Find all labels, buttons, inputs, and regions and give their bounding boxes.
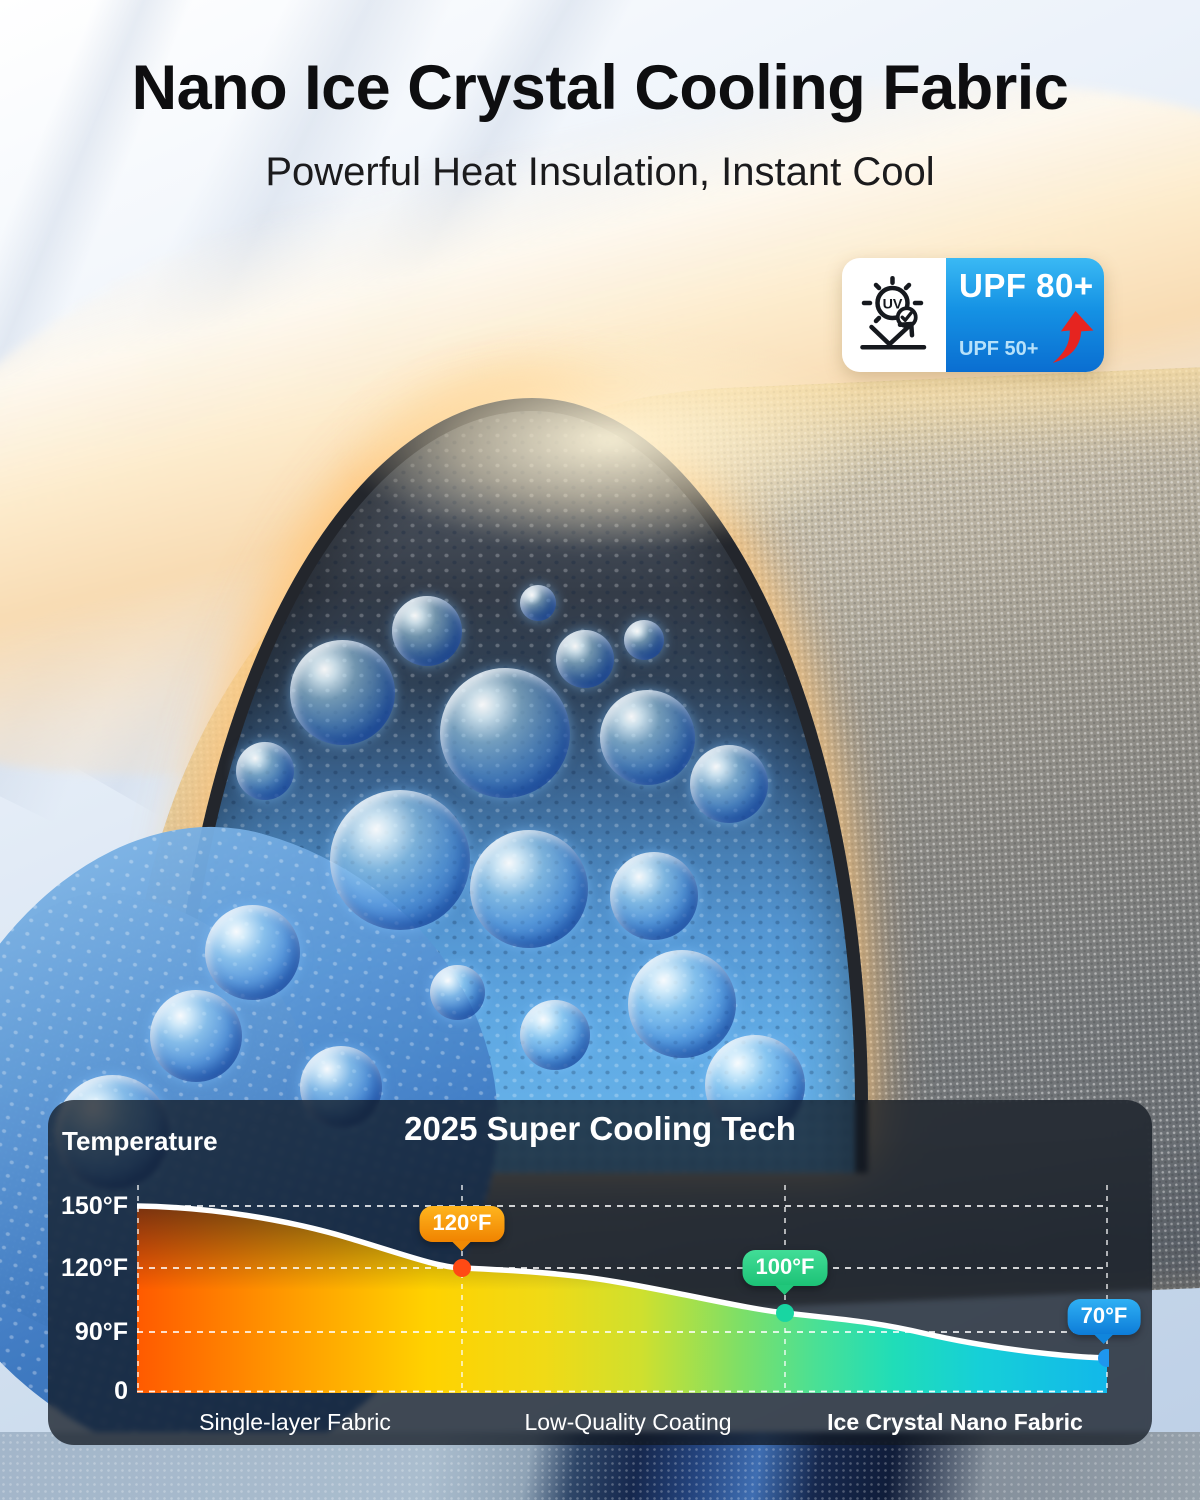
water-bubble <box>205 905 300 1000</box>
water-bubble <box>290 640 395 745</box>
data-point-100f <box>776 1304 794 1322</box>
y-tick-0: 0 <box>114 1377 128 1405</box>
water-bubble <box>430 965 485 1020</box>
data-point-120f <box>453 1259 471 1277</box>
page-title: Nano Ice Crystal Cooling Fabric <box>131 53 1069 123</box>
callout-70f: 70°F <box>1067 1299 1141 1335</box>
page-subtitle: Powerful Heat Insulation, Instant Cool <box>265 150 935 194</box>
water-bubble <box>150 990 242 1082</box>
water-bubble <box>392 596 462 666</box>
upf-secondary-label: UPF 50+ <box>959 338 1039 360</box>
temperature-curve <box>137 1203 1109 1361</box>
uv-protection-icon: UV <box>860 276 927 350</box>
water-bubble <box>236 742 294 800</box>
upf-badge: UV UPF 80+ UPF 50+ <box>842 258 1104 372</box>
upf-main-label: UPF 80+ <box>959 267 1094 304</box>
cooling-chart-panel: 2025 Super Cooling Tech Temperature 150°… <box>48 1100 1152 1445</box>
water-bubble <box>520 585 556 621</box>
y-tick-150: 150°F <box>61 1192 128 1220</box>
water-bubble <box>624 620 664 660</box>
y-tick-90: 90°F <box>74 1318 128 1346</box>
water-bubble <box>330 790 470 930</box>
y-axis-title: Temperature <box>62 1126 218 1156</box>
water-bubble <box>690 745 768 823</box>
water-bubble <box>600 690 695 785</box>
callout-100f: 100°F <box>742 1250 828 1286</box>
water-bubble <box>470 830 588 948</box>
uv-icon-label: UV <box>883 296 903 312</box>
data-point-70f <box>1098 1349 1109 1367</box>
y-tick-120: 120°F <box>61 1254 128 1282</box>
upgrade-arrow-icon <box>1052 311 1094 363</box>
water-bubble <box>556 630 614 688</box>
water-bubble <box>440 668 570 798</box>
category-single-layer-fabric: Single-layer Fabric <box>199 1409 391 1435</box>
water-bubble <box>520 1000 590 1070</box>
water-bubble <box>610 852 698 940</box>
temperature-plot <box>137 1185 1109 1393</box>
upf-icon-card: UV <box>842 258 946 372</box>
temperature-curve-chart <box>137 1185 1109 1393</box>
category-ice-crystal-nano-fabric: Ice Crystal Nano Fabric <box>827 1409 1083 1435</box>
callout-120f: 120°F <box>419 1206 505 1242</box>
upf-rating-card: UPF 80+ UPF 50+ <box>946 258 1104 372</box>
grid-lines <box>137 1205 1107 1393</box>
category-low-quality-coating: Low-Quality Coating <box>524 1409 732 1435</box>
water-bubble <box>628 950 736 1058</box>
chart-title: 2025 Super Cooling Tech <box>404 1110 796 1147</box>
